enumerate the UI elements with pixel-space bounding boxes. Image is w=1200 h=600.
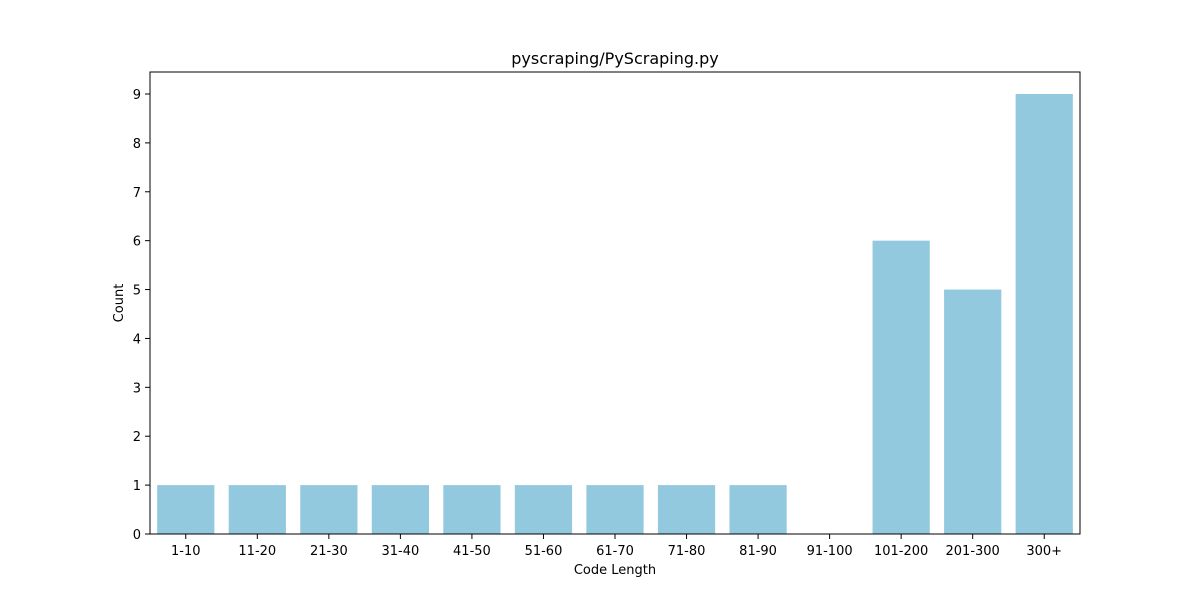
- x-tick-label: 101-200: [874, 544, 928, 559]
- bar-51-60: [514, 485, 573, 534]
- x-tick-label: 91-100: [807, 544, 853, 559]
- plot-frame: [149, 71, 1081, 535]
- y-tick-label: 5: [133, 284, 141, 299]
- y-tick-label: 6: [133, 235, 141, 250]
- y-tick-label: 8: [133, 137, 141, 152]
- bar-71-80: [657, 485, 716, 534]
- y-tick-label: 9: [133, 88, 141, 103]
- y-tick-label: 4: [133, 332, 141, 347]
- x-tick-label: 51-60: [525, 544, 563, 559]
- x-tick-label: 41-50: [453, 544, 491, 559]
- x-tick-label: 21-30: [310, 544, 348, 559]
- bars-layer: [157, 94, 1073, 535]
- x-tick-label: 61-70: [596, 544, 634, 559]
- x-tick-label: 81-90: [739, 544, 777, 559]
- x-tick-label: 1-10: [171, 544, 201, 559]
- x-tick-label: 71-80: [668, 544, 706, 559]
- x-tick-label: 201-300: [946, 544, 1000, 559]
- bar-61-70: [586, 485, 644, 534]
- chart-title: pyscraping/PyScraping.py: [511, 49, 719, 68]
- y-axis-label: Count: [112, 284, 127, 323]
- bar-21-30: [300, 485, 358, 534]
- bar-11-20: [228, 485, 286, 534]
- y-axis-ticks: 0 1 2 3 4 5 6 7 8 9: [133, 88, 150, 543]
- x-tick-label: 31-40: [381, 544, 419, 559]
- y-tick-label: 2: [133, 430, 141, 445]
- bar-201-300: [944, 289, 1002, 534]
- x-axis-label: Code Length: [574, 563, 656, 578]
- x-tick-label: 11-20: [238, 544, 276, 559]
- bar-101-200: [872, 240, 930, 535]
- y-tick-label: 7: [133, 186, 141, 201]
- y-tick-label: 1: [133, 479, 141, 494]
- y-tick-label: 0: [133, 528, 141, 543]
- x-tick-label: 300+: [1026, 544, 1062, 559]
- x-axis-ticks: 1-10 11-20 21-30 31-40 41-50 51-60 61-70 71-80 8…: [171, 534, 1062, 559]
- y-tick-label: 3: [133, 381, 141, 396]
- bar-1-10: [157, 485, 215, 534]
- bar-300+: [1015, 94, 1073, 534]
- bar-31-40: [371, 485, 429, 534]
- bar-41-50: [443, 485, 501, 534]
- bar-81-90: [729, 485, 787, 534]
